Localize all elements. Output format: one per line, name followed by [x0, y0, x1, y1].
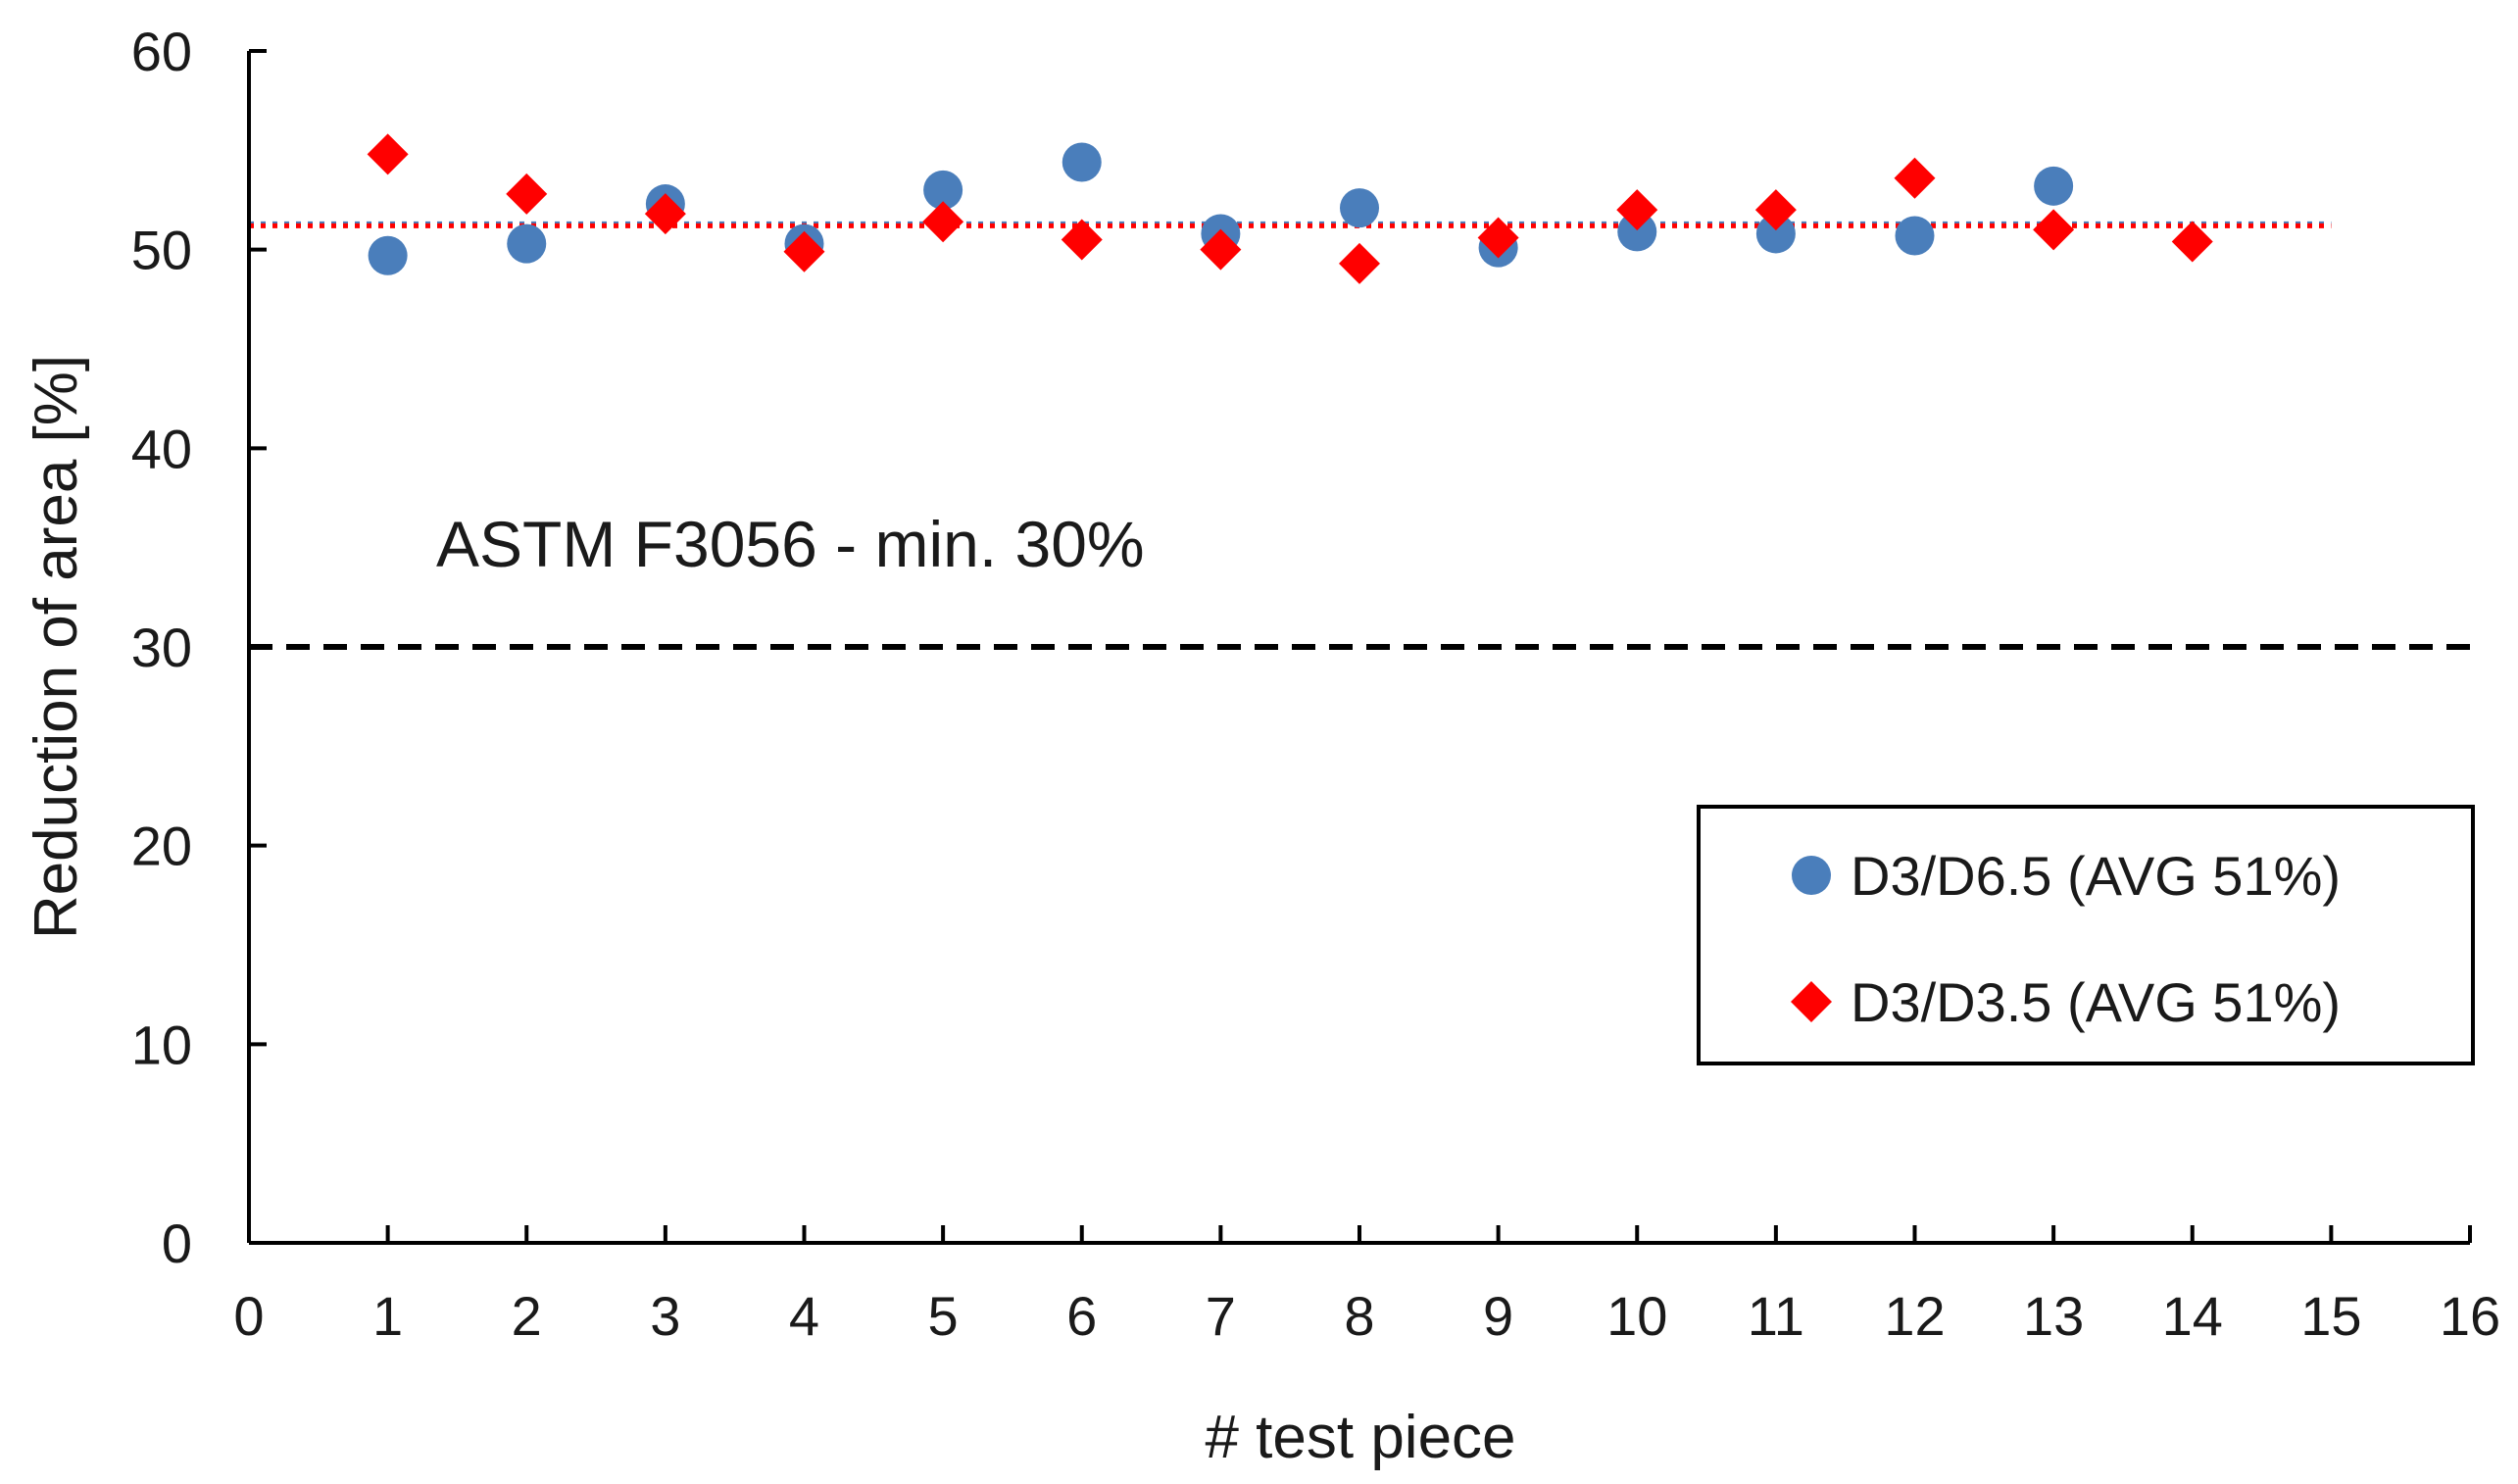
axes-group [247, 49, 2472, 1245]
x-tick-label: 4 [789, 1285, 819, 1347]
legend-box [1697, 805, 2475, 1065]
y-tick-label: 30 [131, 617, 192, 678]
y-tick-label: 10 [131, 1014, 192, 1075]
x-tick-label: 14 [2162, 1285, 2223, 1347]
y-tick-label: 50 [131, 220, 192, 281]
data-point-diamond [1616, 189, 1658, 231]
y-axis-title: Reduction of area [%] [23, 355, 90, 939]
x-axis-title: # test piece [1205, 1404, 1515, 1471]
legend-label-series-2: D3/D3.5 (AVG 51%) [1851, 971, 2341, 1033]
x-tick-label: 13 [2023, 1285, 2084, 1347]
data-point-diamond [644, 193, 686, 235]
x-tick-labels: 0 1 2 3 4 5 6 7 8 9 10 11 12 13 14 15 16 [233, 1285, 2500, 1347]
data-point-circle [1895, 216, 1935, 256]
data-point-diamond [1754, 189, 1797, 231]
legend-label-series-1: D3/D6.5 (AVG 51%) [1851, 845, 2341, 907]
data-point-diamond [1339, 242, 1380, 284]
x-tick-label: 0 [233, 1285, 264, 1347]
y-tick-label: 60 [131, 21, 192, 82]
x-tick-label: 10 [1606, 1285, 1667, 1347]
data-point-circle [1617, 212, 1657, 252]
data-point-circle [1340, 188, 1379, 228]
legend-circle-marker [1792, 856, 1831, 895]
data-point-diamond [2033, 209, 2075, 251]
x-tick-label: 7 [1206, 1285, 1236, 1347]
x-tick-label: 5 [928, 1285, 959, 1347]
x-tick-label: 6 [1066, 1285, 1097, 1347]
x-tick-label: 12 [1884, 1285, 1945, 1347]
data-point-diamond [1061, 219, 1103, 261]
data-point-diamond [2171, 221, 2213, 263]
data-point-diamond [1477, 217, 1519, 259]
x-tick-label: 16 [2440, 1285, 2500, 1347]
x-tick-label: 11 [1748, 1285, 1804, 1347]
data-point-diamond [367, 133, 409, 175]
y-tick-labels: 0 10 20 30 40 50 60 [131, 21, 192, 1274]
legend-diamond-marker [1791, 981, 1832, 1022]
data-point-circle [1755, 214, 1796, 254]
data-point-diamond [1894, 157, 1936, 199]
x-tick-label: 8 [1344, 1285, 1374, 1347]
data-point-diamond [783, 230, 825, 272]
data-points-group [367, 133, 2213, 284]
data-point-circle [923, 170, 963, 210]
data-point-circle [2034, 166, 2074, 206]
y-tick-label: 0 [162, 1212, 192, 1274]
y-tick-label: 20 [131, 816, 192, 877]
x-tick-label: 1 [372, 1285, 403, 1347]
data-point-circle [1062, 142, 1102, 182]
data-point-circle [507, 223, 547, 264]
data-point-circle [368, 235, 408, 275]
x-tick-label: 9 [1483, 1285, 1513, 1347]
reference-annotation: ASTM F3056 - min. 30% [436, 508, 1145, 580]
x-tick-label: 2 [512, 1285, 542, 1347]
data-point-diamond [506, 173, 548, 215]
y-tick-label: 40 [131, 418, 192, 479]
data-point-diamond [922, 201, 964, 243]
x-tick-label: 3 [650, 1285, 680, 1347]
data-point-diamond [1200, 228, 1242, 271]
legend: D3/D6.5 (AVG 51%) D3/D3.5 (AVG 51%) [1697, 805, 2475, 1065]
x-tick-label: 15 [2300, 1285, 2361, 1347]
